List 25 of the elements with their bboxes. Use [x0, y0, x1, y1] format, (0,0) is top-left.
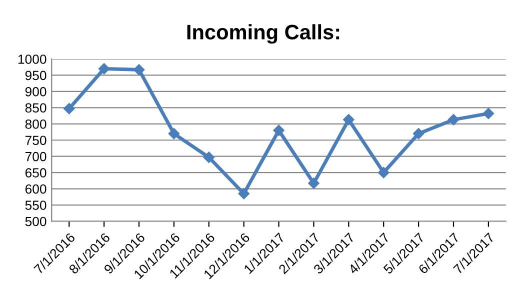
- point: [273, 124, 284, 136]
- y-tick-label: 550: [25, 200, 46, 210]
- y-tick-label: 850: [25, 103, 46, 113]
- y-tick-label: 500: [25, 216, 46, 226]
- point: [308, 178, 320, 189]
- y-tick-label: 650: [25, 168, 46, 178]
- point: [343, 114, 354, 126]
- point: [133, 64, 145, 76]
- y-tick-label: 800: [25, 119, 46, 129]
- point: [238, 188, 250, 200]
- y-tick-label: 1000: [18, 54, 46, 64]
- point: [64, 103, 75, 114]
- chart-title: Incoming Calls:: [187, 24, 340, 44]
- point: [378, 166, 390, 178]
- point: [168, 128, 180, 140]
- point: [482, 108, 494, 120]
- point: [412, 128, 424, 140]
- y-tick-label: 600: [25, 184, 46, 194]
- y-tick-label: 750: [25, 136, 46, 146]
- y-tick-label: 950: [25, 70, 46, 80]
- y-tick-label: 900: [25, 87, 46, 96]
- point: [98, 63, 110, 74]
- y-tick-label: 700: [25, 152, 46, 162]
- point: [203, 152, 214, 163]
- point: [448, 114, 460, 126]
